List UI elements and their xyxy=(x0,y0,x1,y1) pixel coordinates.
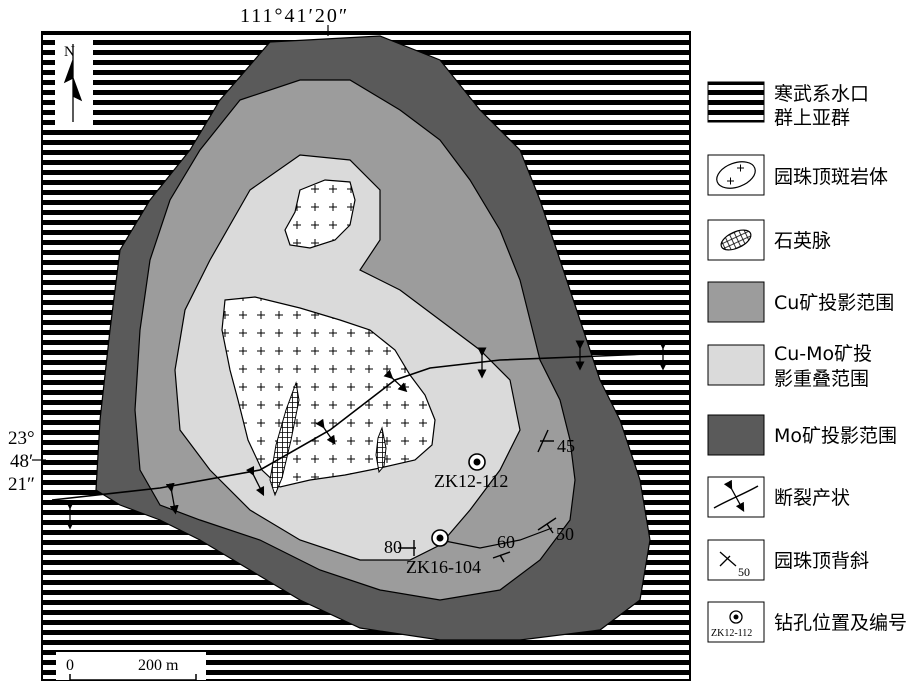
left-lat-sec: 21″ xyxy=(8,474,35,495)
legend-label-mo: Mo矿投影范围 xyxy=(774,425,897,447)
legend-label-fault: 断裂产状 xyxy=(774,487,850,509)
legend-label-anticline: 园珠顶背斜 xyxy=(774,550,869,572)
drillhole-zk12-label: ZK12-112 xyxy=(434,471,508,491)
dip-label-60: 60 xyxy=(497,532,515,552)
legend-swatch-cumo xyxy=(707,344,765,386)
dip-label-45: 45 xyxy=(557,436,575,456)
quartz-vein-icon xyxy=(720,229,752,251)
quartz-vein-2 xyxy=(375,426,387,474)
legend-label-cambrian-1: 寒武系水口 xyxy=(774,83,869,105)
porphyry-body-north xyxy=(284,179,356,249)
legend-swatch-mo xyxy=(707,414,765,456)
fault-arrow-icon xyxy=(723,479,745,512)
left-lat-deg: 23° xyxy=(8,428,35,449)
legend-label-quartz: 石英脉 xyxy=(774,230,831,252)
drillhole-zk16-icon xyxy=(431,529,449,547)
legend-swatch-quartz xyxy=(707,219,765,261)
legend-label-porphyry: 园珠顶斑岩体 xyxy=(774,166,888,188)
legend-label-cambrian-2: 群上亚群 xyxy=(774,107,850,129)
scale-zero: 0 xyxy=(66,657,74,674)
porphyry-ellipse-icon xyxy=(716,161,756,189)
dip-label-50: 50 xyxy=(556,524,574,544)
legend-label-cumo-1: Cu-Mo矿投 xyxy=(774,343,872,365)
left-lat-min: 48′ xyxy=(10,451,33,472)
dip-symbols xyxy=(398,429,557,563)
scale-distance: 200 m xyxy=(138,657,179,674)
dip-label-80: 80 xyxy=(384,537,402,557)
anticline-line xyxy=(439,527,553,549)
anticline-symbol-icon xyxy=(719,551,737,567)
legend-swatch-cambrian xyxy=(707,81,765,123)
fault-dip-arrows xyxy=(65,340,668,530)
legend-swatch-cu xyxy=(707,281,765,323)
top-longitude: 111°41′20″ xyxy=(240,5,349,27)
scale-bar-line xyxy=(69,674,197,681)
legend-label-cu: Cu矿投影范围 xyxy=(774,292,894,314)
scale-bar-box xyxy=(56,652,206,680)
legend-anticline-value: 50 xyxy=(738,565,750,579)
plus-sign-icon xyxy=(727,164,744,185)
drillhole-zk16-label: ZK16-104 xyxy=(406,557,481,577)
drillhole-zk12-icon xyxy=(468,453,486,471)
legend-label-cumo-2: 影重叠范围 xyxy=(774,368,869,390)
legend-drillhole-sample: ZK12-112 xyxy=(711,628,752,639)
legend-label-drillhole: 钻孔位置及编号 xyxy=(774,612,907,634)
quartz-vein-1 xyxy=(269,381,300,497)
legend: 寒武系水口 群上亚群 园珠顶斑岩体 石英脉 Cu矿投影范围 Cu-Mo矿投 影重… xyxy=(707,81,907,643)
north-arrow-icon xyxy=(63,44,83,122)
north-label: N xyxy=(64,44,75,60)
legend-swatch-anticline xyxy=(707,539,765,581)
